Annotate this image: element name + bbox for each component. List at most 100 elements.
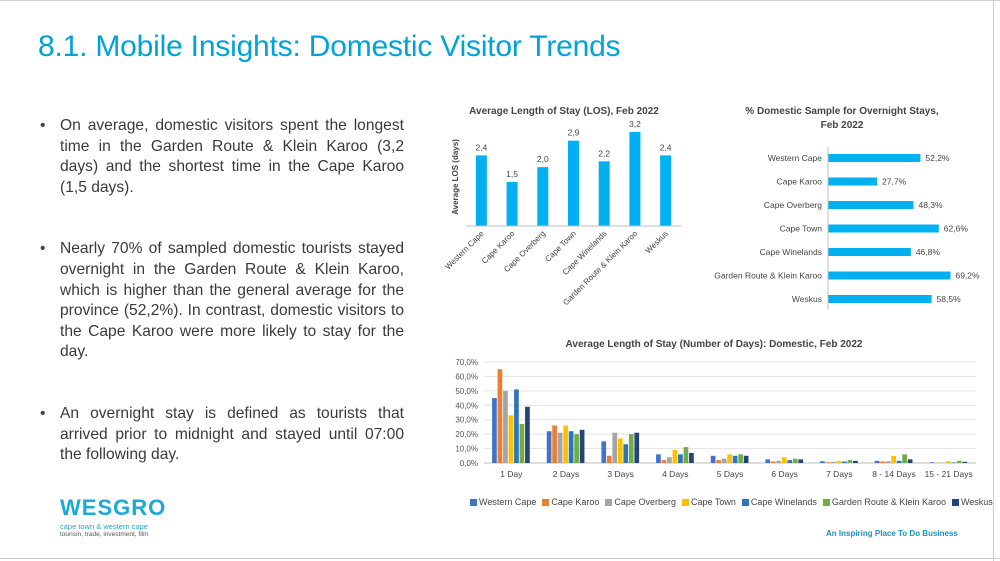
y-tick-label: 10,0% <box>455 445 478 454</box>
bar <box>929 462 935 463</box>
bar <box>836 460 842 463</box>
bar <box>831 461 836 463</box>
bar <box>552 425 557 463</box>
x-tick-label: 8 - 14 Days <box>872 469 915 479</box>
legend-swatch <box>470 498 477 506</box>
bar <box>563 425 568 463</box>
data-label: 2,2 <box>598 148 610 158</box>
overnight-bar-chart: % Domestic Sample for Overnight Stays, Fe… <box>714 106 980 310</box>
chart-legend: Western Cape Cape Karoo Cape Overberg Cape … <box>470 497 993 507</box>
y-tick-label: 60,0% <box>455 372 478 381</box>
bar <box>907 459 913 463</box>
data-label: 58,5% <box>937 294 962 304</box>
bar <box>732 455 738 463</box>
bar <box>678 454 683 463</box>
logo-subline: tourism, trade, investment, film <box>60 531 149 538</box>
data-label: 46,8% <box>916 247 941 257</box>
data-label: 2,4 <box>660 142 672 152</box>
bar <box>519 424 525 463</box>
bar <box>503 390 508 463</box>
bar <box>514 389 519 463</box>
stay-days-bar-chart: Average Length of Stay (Number of Days):… <box>455 339 976 479</box>
bar <box>537 167 549 226</box>
y-tick-label: Cape Winelands <box>760 247 822 257</box>
bar <box>557 432 563 463</box>
bullet-item: Nearly 70% of sampled domestic tourists … <box>40 239 404 363</box>
chart-title: Feb 2022 <box>821 120 864 131</box>
bar <box>828 248 911 256</box>
bar <box>634 432 640 463</box>
bullet-item: An overnight stay is defined as tourists… <box>40 404 404 466</box>
legend-label: Cape Winelands <box>750 497 817 507</box>
bar <box>661 460 667 463</box>
bar <box>828 201 914 209</box>
data-label: 2,0 <box>537 154 549 164</box>
bar <box>962 461 968 463</box>
bar <box>579 429 585 463</box>
bar <box>672 450 678 463</box>
bar <box>738 454 743 463</box>
bar <box>825 462 831 463</box>
legend-label: Weskus <box>960 497 993 507</box>
y-tick-label: 30,0% <box>455 416 478 425</box>
bullet-item: On average, domestic visitors spent the … <box>40 116 404 198</box>
bar <box>727 454 732 463</box>
legend-swatch <box>605 498 613 506</box>
bar <box>492 398 497 463</box>
bar <box>612 432 618 463</box>
bar <box>896 460 902 463</box>
legend-label: Garden Route & Klein Karoo <box>831 497 946 507</box>
los-bar-chart: Average Length of Stay (LOS), Feb 2022 Av… <box>443 106 681 307</box>
y-tick-label: 70,0% <box>455 358 478 367</box>
y-tick-label: 50,0% <box>455 387 478 396</box>
bar <box>508 415 514 463</box>
legend-item: Cape Overberg <box>605 497 676 507</box>
frame-top-border <box>0 0 1000 1</box>
legend-label: Cape Town <box>690 497 736 507</box>
bar <box>601 441 607 463</box>
bar <box>828 177 878 186</box>
data-label: 62,6% <box>944 224 969 234</box>
wesgro-logo: WESGRO cape town & western cape tourism,… <box>60 497 166 539</box>
bar <box>847 460 853 463</box>
chart-title: % Domestic Sample for Overnight Stays, <box>745 106 939 117</box>
legend-item: Garden Route & Klein Karoo <box>822 497 946 507</box>
bar <box>716 460 721 463</box>
bar <box>629 131 641 226</box>
bar <box>853 460 858 463</box>
frame-bottom-border <box>0 558 1000 559</box>
y-tick-label: Garden Route & Klein Karoo <box>714 271 822 281</box>
chart-title: Average Length of Stay (Number of Days):… <box>566 339 863 350</box>
legend-swatch <box>681 498 689 506</box>
tagline: An Inspiring Place To Do Business <box>826 529 958 538</box>
bar <box>617 438 623 463</box>
bar <box>951 462 957 463</box>
y-tick-label: Cape Karoo <box>777 177 823 187</box>
bar <box>776 460 782 463</box>
bar <box>497 369 503 463</box>
legend-swatch <box>542 498 550 506</box>
bar <box>787 460 793 463</box>
data-label: 2,4 <box>475 142 487 152</box>
bar <box>574 434 579 463</box>
bar <box>628 434 634 463</box>
x-tick-label: 15 - 21 Days <box>925 469 973 479</box>
bar <box>765 459 771 463</box>
bar <box>598 161 610 226</box>
y-tick-label: Cape Overberg <box>764 200 822 210</box>
y-tick-label: 0,0% <box>460 459 478 468</box>
x-tick-label: 1 Day <box>500 469 523 479</box>
bar <box>667 457 672 463</box>
x-tick-label: 2 Days <box>553 469 579 479</box>
x-tick-label: Western Cape <box>443 229 486 272</box>
bar <box>606 455 612 463</box>
bar <box>683 447 689 463</box>
data-label: 69,2% <box>955 271 980 281</box>
data-label: 1,5 <box>506 169 518 179</box>
y-tick-label: 20,0% <box>455 430 478 439</box>
bar <box>891 455 896 463</box>
legend-item: Cape Winelands <box>741 497 817 507</box>
bar <box>885 461 891 463</box>
legend-item: Western Cape <box>470 497 536 507</box>
data-label: 3,2 <box>629 119 641 129</box>
